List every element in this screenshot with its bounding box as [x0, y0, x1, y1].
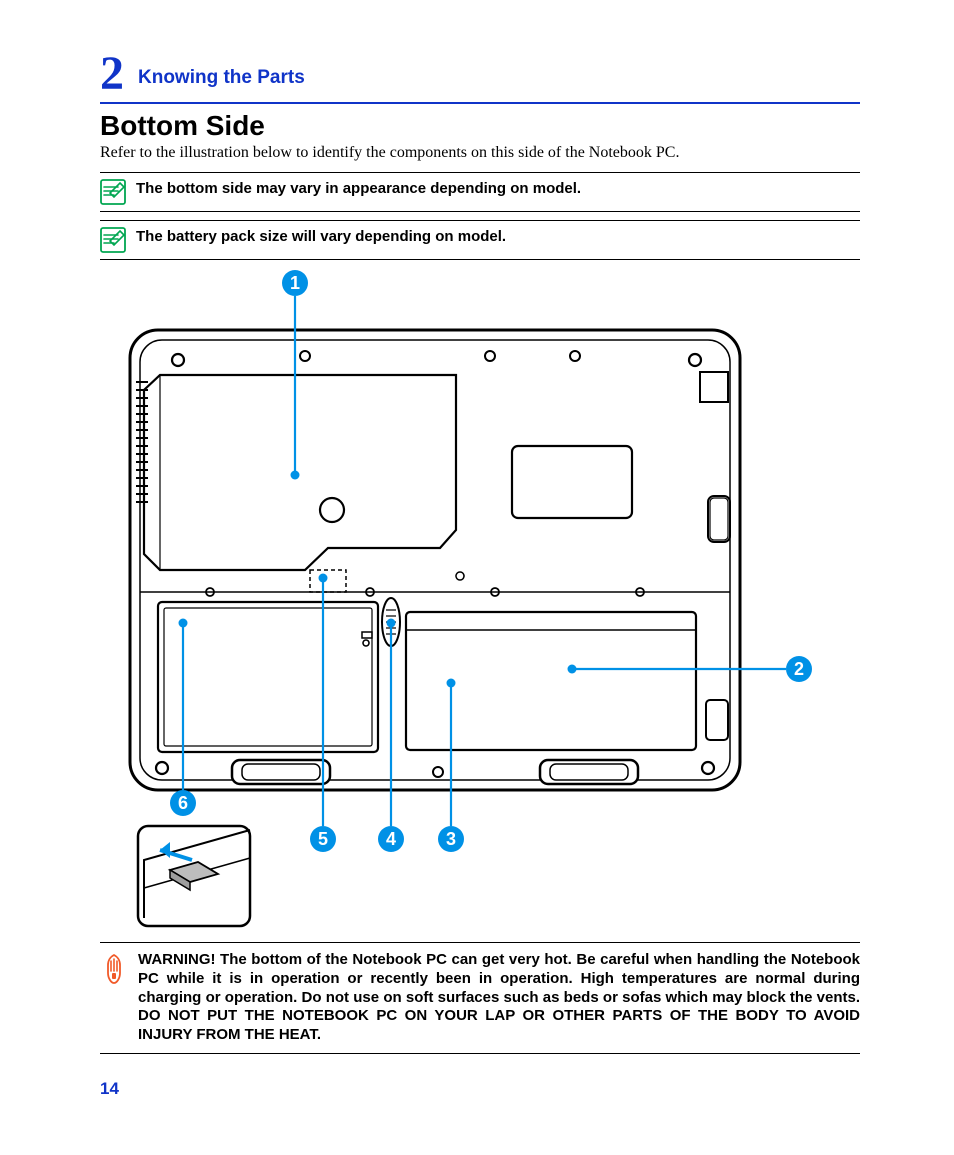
note-2: The battery pack size will vary dependin… [100, 220, 860, 260]
note-icon [100, 227, 126, 253]
note-text: The battery pack size will vary dependin… [136, 227, 506, 247]
callout-badge-2: 2 [786, 656, 812, 682]
callout-dot-3 [447, 679, 456, 688]
laptop-bottom-diagram [100, 270, 860, 930]
callout-badge-4: 4 [378, 826, 404, 852]
chapter-number: 2 [100, 50, 124, 98]
callout-badge-1: 1 [282, 270, 308, 296]
callout-dot-4 [387, 619, 396, 628]
warning-hot-icon [100, 953, 128, 985]
note-icon [100, 179, 126, 205]
chapter-header: 2 Knowing the Parts [100, 50, 860, 98]
warning-text: WARNING! The bottom of the Notebook PC c… [138, 951, 860, 1045]
callout-dot-6 [179, 619, 188, 628]
bottom-side-figure: 1 2 3 4 5 6 [100, 270, 860, 930]
warning-block: WARNING! The bottom of the Notebook PC c… [100, 942, 860, 1054]
callout-dot-5 [319, 574, 328, 583]
callout-dot-2 [568, 665, 577, 674]
callout-badge-6: 6 [170, 790, 196, 816]
note-text: The bottom side may vary in appearance d… [136, 179, 581, 199]
callout-dot-1 [291, 471, 300, 480]
note-1: The bottom side may vary in appearance d… [100, 172, 860, 212]
page-number: 14 [100, 1079, 119, 1099]
chapter-title: Knowing the Parts [138, 67, 305, 89]
page-heading: Bottom Side [100, 110, 860, 142]
page-subtitle: Refer to the illustration below to ident… [100, 144, 860, 162]
callout-badge-5: 5 [310, 826, 336, 852]
chapter-rule [100, 102, 860, 104]
callout-badge-3: 3 [438, 826, 464, 852]
